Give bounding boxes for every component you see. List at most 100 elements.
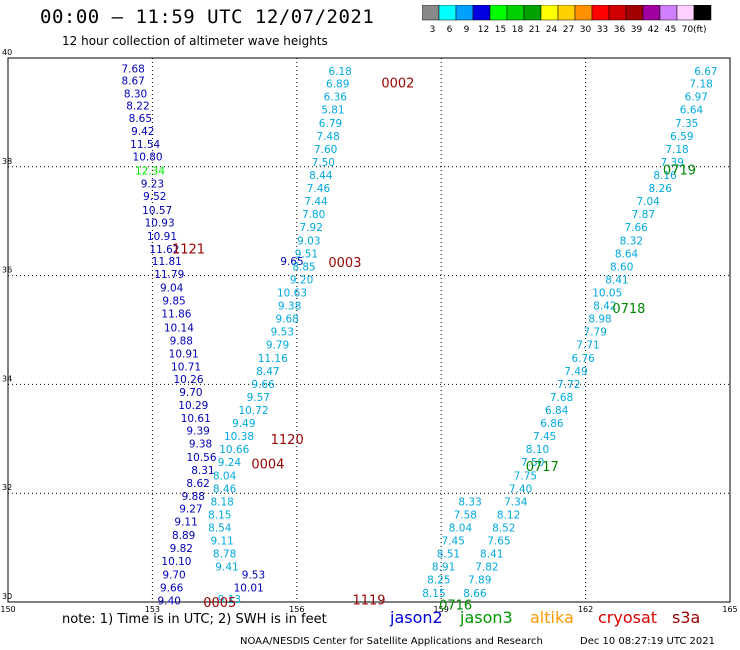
- wave-height-point: 11.54: [130, 139, 160, 151]
- wave-height-point: 6.76: [571, 353, 595, 365]
- wave-height-point: 8.12: [497, 509, 520, 521]
- wave-height-point: 7.58: [454, 509, 477, 521]
- wave-height-point: 9.24: [218, 457, 242, 469]
- wave-height-point: 8.15: [208, 509, 231, 521]
- wave-height-point: 7.87: [632, 209, 655, 221]
- wave-height-point: 8.60: [610, 261, 633, 273]
- pass-time-label: 0718: [612, 302, 645, 317]
- pass-time-label: 1119: [352, 593, 385, 608]
- wave-height-point: 7.66: [624, 222, 648, 234]
- legend-label: 42: [648, 25, 659, 35]
- wave-height-point: 8.33: [458, 496, 481, 508]
- chart-title: 00:00 – 11:59 UTC 12/07/2021: [40, 6, 375, 28]
- wave-height-point: 7.68: [121, 63, 144, 75]
- pass-time-label: 0716: [439, 599, 472, 614]
- wave-height-point: 9.39: [186, 426, 209, 438]
- wave-height-point: 10.38: [224, 431, 254, 443]
- wave-height-point: 7.79: [584, 327, 607, 339]
- wave-height-point: 11.86: [161, 309, 191, 321]
- wave-height-point: 7.39: [661, 157, 684, 169]
- x-tick-label: 153: [145, 605, 160, 614]
- wave-height-point: 11.62: [149, 244, 179, 256]
- wave-height-point: 7.46: [307, 183, 331, 195]
- wave-height-point: 7.40: [509, 483, 532, 495]
- pass-time-label: 0719: [663, 164, 696, 179]
- x-tick-label: 159: [434, 605, 449, 614]
- wave-height-point: 6.67: [694, 66, 717, 78]
- legend-label: 27: [563, 25, 574, 35]
- wave-height-point: 7.89: [468, 575, 491, 587]
- wave-height-point: 8.89: [172, 530, 195, 542]
- y-tick-label: 30: [2, 592, 12, 601]
- wave-height-point: 11.81: [152, 256, 182, 268]
- wave-height-point: 9.88: [182, 491, 205, 503]
- legend-swatch: [693, 5, 712, 21]
- wave-height-point: 9.70: [162, 569, 185, 581]
- wave-height-point: 7.48: [316, 131, 339, 143]
- x-tick-label: 150: [0, 605, 15, 614]
- wave-height-point: 10.91: [147, 231, 177, 243]
- legend-label: 24: [546, 25, 558, 35]
- wave-height-point: 9.04: [160, 283, 184, 295]
- pass-time-label: 0004: [251, 457, 284, 472]
- wave-height-point: 10.56: [186, 452, 216, 464]
- wave-height-point: 10.80: [133, 152, 163, 164]
- wave-height-point: 10.57: [142, 205, 172, 217]
- wave-height-point: 10.72: [238, 405, 268, 417]
- wave-height-point: 8.51: [437, 549, 460, 561]
- wave-height-point: 8.41: [605, 274, 628, 286]
- wave-height-point: 6.36: [324, 92, 348, 104]
- legend-unit: (ft): [693, 25, 707, 35]
- legend-label: 36: [614, 25, 626, 35]
- wave-height-point: 8.32: [620, 235, 643, 247]
- wave-height-point: 7.18: [665, 144, 688, 156]
- legend-label: 21: [529, 25, 540, 35]
- wave-height-point: 7.68: [550, 392, 573, 404]
- y-tick-label: 34: [2, 374, 12, 383]
- wave-height-point: 6.97: [685, 92, 708, 104]
- wave-height-point: 8.22: [126, 100, 149, 112]
- pass-time-label: 1121: [172, 242, 205, 257]
- legend-label: 39: [631, 25, 643, 35]
- wave-height-point: 9.20: [290, 274, 313, 286]
- wave-height-point: 10.05: [592, 288, 622, 300]
- wave-height-point: 8.47: [256, 366, 279, 378]
- mission-jason2: jason2: [390, 608, 443, 627]
- wave-height-point: 10.61: [181, 413, 211, 425]
- wave-height-point: 8.41: [480, 549, 503, 561]
- plot-frame: [7, 57, 731, 603]
- wave-height-point: 8.65: [129, 113, 152, 125]
- wave-height-point: 12.34: [135, 166, 165, 178]
- wave-height-point: 7.50: [312, 157, 335, 169]
- wave-height-point: 10.01: [234, 582, 264, 594]
- wave-height-point: 8.18: [210, 496, 233, 508]
- wave-height-point: 9.85: [162, 296, 185, 308]
- pass-time-label: 0002: [381, 76, 414, 91]
- wave-height-point: 7.35: [675, 118, 698, 130]
- legend-label: 18: [512, 25, 524, 35]
- wave-height-point: 6.18: [328, 66, 351, 78]
- wave-height-point: 9.57: [247, 392, 270, 404]
- wave-height-point: 9.82: [170, 543, 193, 555]
- wave-height-point: 9.40: [158, 595, 181, 607]
- footer-credit: NOAA/NESDIS Center for Satellite Applica…: [240, 636, 543, 647]
- wave-height-point: 9.53: [271, 327, 294, 339]
- wave-height-point: 8.26: [649, 183, 673, 195]
- y-tick-label: 32: [2, 483, 12, 492]
- wave-height-point: 8.04: [449, 523, 473, 535]
- wave-height-point: 6.79: [319, 118, 342, 130]
- legend-label: 30: [580, 25, 592, 35]
- wave-height-point: 6.89: [326, 79, 349, 91]
- wave-height-point: 9.38: [189, 439, 212, 451]
- color-legend: 3 6 9 12 15 18 21 24 27 30 33 36 39 42 45 70 (ft): [422, 5, 712, 35]
- footer-note: note: 1) Time is in UTC; 2) SWH is in fe…: [62, 612, 327, 627]
- legend-label: 9: [464, 25, 470, 35]
- wave-height-point: 10.66: [219, 444, 249, 456]
- pass-time-label: 1120: [271, 433, 304, 448]
- wave-height-point: 8.66: [463, 588, 487, 600]
- legend-label: 33: [597, 25, 608, 35]
- y-tick-label: 40: [2, 48, 12, 57]
- wave-height-point: 8.67: [121, 75, 144, 87]
- legend-label: 45: [665, 25, 676, 35]
- wave-height-point: 7.60: [314, 144, 337, 156]
